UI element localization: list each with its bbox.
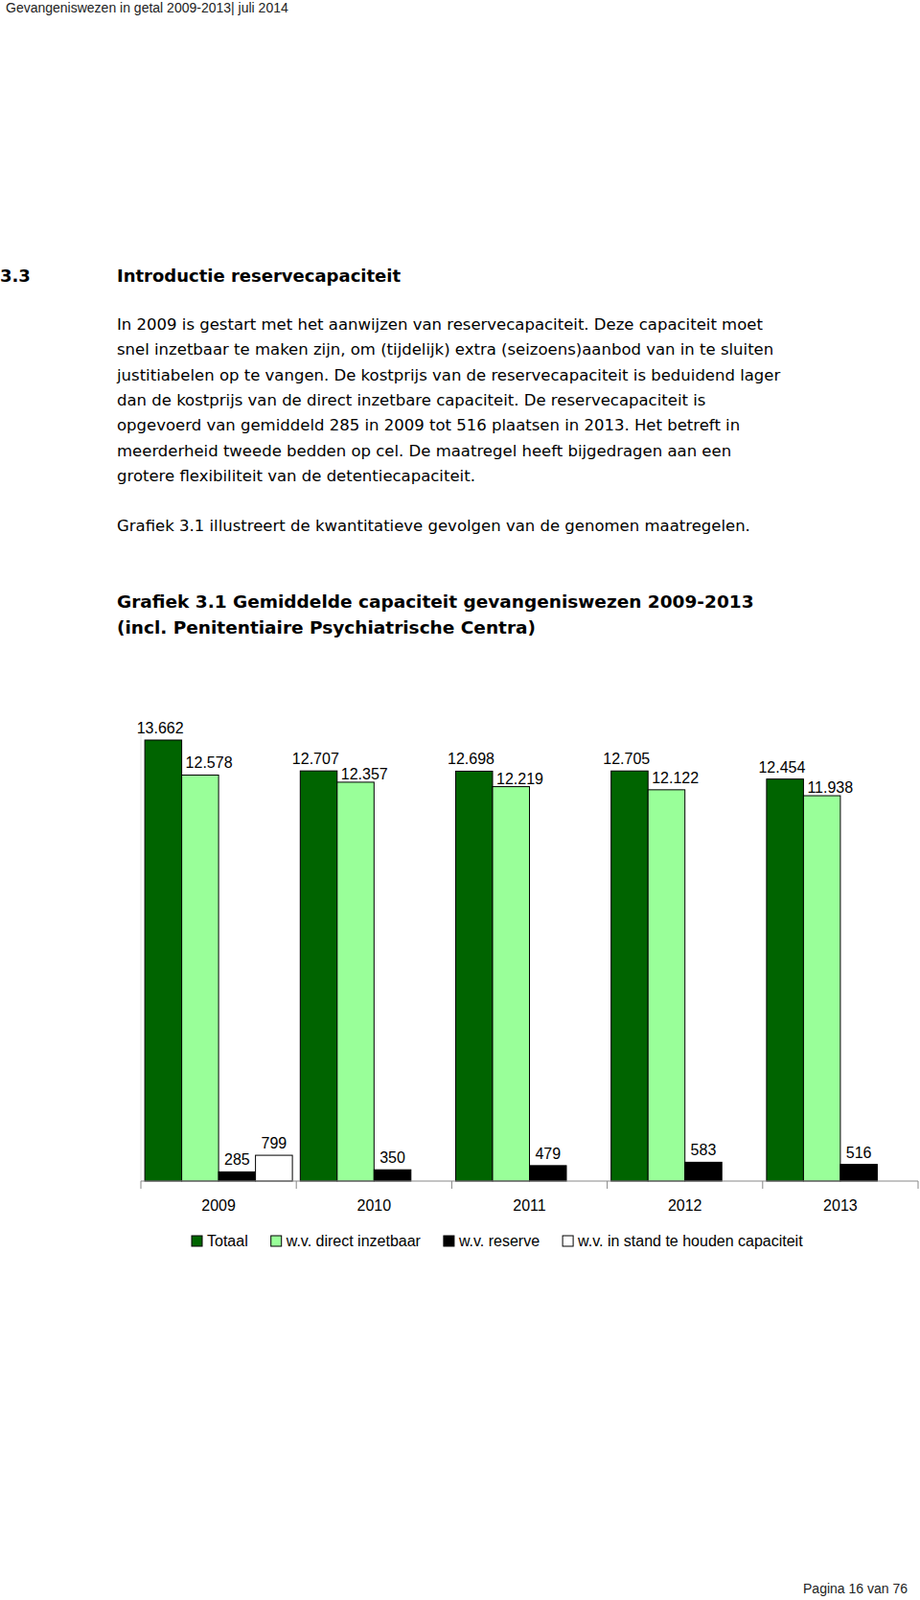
x-tick-label: 2009 — [201, 1196, 236, 1214]
bar — [492, 786, 530, 1181]
page: Gevangeniswezen in getal 2009-2013| juli… — [0, 0, 920, 1600]
page-footer: Pagina 16 van 76 — [803, 1580, 908, 1596]
bar — [218, 1171, 256, 1181]
bar — [840, 1164, 878, 1181]
x-tick-label: 2010 — [357, 1196, 392, 1214]
data-label: 350 — [379, 1149, 406, 1166]
bar — [299, 770, 338, 1181]
paragraph-line: snel inzetbaar te maken zijn, om (tijdel… — [116, 340, 774, 359]
bar — [337, 782, 375, 1181]
chart-title: Grafiek 3.1 Gemiddelde capaciteit gevang… — [116, 591, 755, 612]
data-label: 12.698 — [447, 750, 495, 767]
data-label: 12.219 — [496, 770, 544, 787]
legend-swatch — [271, 1235, 282, 1246]
data-label: 799 — [260, 1134, 287, 1151]
data-label: 12.707 — [292, 750, 340, 767]
data-label: 516 — [846, 1144, 873, 1161]
bar — [803, 795, 841, 1181]
data-label: 583 — [690, 1141, 717, 1158]
section-title: Introductie reservecapaciteit — [116, 265, 401, 286]
data-label: 12.705 — [602, 750, 650, 767]
legend-swatch — [443, 1235, 455, 1246]
paragraph-line: In 2009 is gestart met het aanwijzen van… — [116, 315, 763, 334]
x-axis — [140, 1180, 919, 1182]
data-label: 479 — [534, 1145, 561, 1162]
chart-title: (incl. Penitentiaire Psychiatrische Cent… — [116, 617, 536, 638]
category-separator — [140, 1180, 142, 1189]
bar — [255, 1154, 294, 1181]
bar — [144, 739, 183, 1181]
bar — [611, 770, 649, 1181]
paragraph-line: justitiabelen op te vangen. De kostprijs… — [115, 366, 781, 385]
paragraph-line: meerderheid tweede bedden op cel. De maa… — [116, 441, 732, 460]
x-tick-label: 2011 — [512, 1196, 547, 1214]
category-separator — [918, 1180, 920, 1189]
legend-swatch — [562, 1235, 574, 1246]
legend: Totaal w.v. direct inzetbaar w.v. reserve w… — [191, 1232, 804, 1249]
data-label: 285 — [224, 1150, 251, 1168]
page-header: Gevangeniswezen in getal 2009-2013| juli… — [5, 0, 289, 16]
data-label: 11.938 — [806, 779, 853, 796]
bar — [647, 789, 686, 1181]
paragraph-line: dan de kostprijs van de direct inzetbare… — [116, 391, 706, 410]
bar — [456, 770, 494, 1181]
legend-label: w.v. direct inzetbaar — [285, 1232, 422, 1249]
y-axis-range — [140, 729, 142, 1181]
data-labels: 13.662 12.707 12.698 12.705 12.454 12.578 12.3… — [137, 719, 873, 1168]
bar — [685, 1161, 723, 1181]
bar — [766, 779, 805, 1181]
data-label: 12.357 — [341, 765, 389, 782]
legend-label: w.v. in stand te houden capaciteit — [576, 1232, 804, 1249]
paragraph-line: grotere flexibiliteit van de detentiecap… — [116, 466, 476, 485]
bar — [182, 774, 220, 1181]
x-tick-label: 2012 — [667, 1196, 703, 1214]
paragraph-line: Grafiek 3.1 illustreert de kwantitatieve… — [116, 516, 751, 535]
category-separator — [606, 1180, 608, 1189]
x-tick-label: 2013 — [823, 1196, 858, 1214]
category-separator — [296, 1180, 298, 1189]
category-separator — [761, 1180, 763, 1189]
data-label: 12.122 — [651, 769, 699, 786]
bar — [373, 1169, 412, 1181]
category-separator — [451, 1180, 453, 1189]
bars — [144, 739, 877, 1181]
data-label: 13.662 — [137, 719, 184, 736]
section-number: 3.3 — [0, 265, 31, 286]
paragraph-line: opgevoerd van gemiddeld 285 in 2009 tot … — [116, 415, 740, 435]
data-label: 12.454 — [758, 759, 805, 776]
legend-swatch — [191, 1235, 203, 1246]
legend-label: Totaal — [207, 1232, 249, 1249]
bar — [529, 1165, 568, 1181]
data-label: 12.578 — [185, 754, 233, 771]
legend-label: w.v. reserve — [458, 1232, 540, 1249]
